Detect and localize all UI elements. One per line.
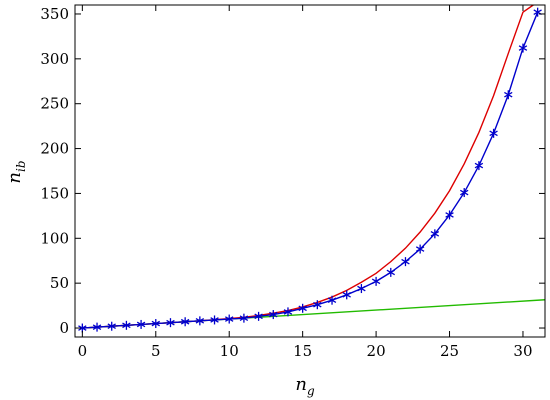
- series-0-point-22: [401, 257, 410, 267]
- series-0-point-2: [107, 321, 116, 331]
- series-0-point-25-stroke: [445, 212, 454, 218]
- series-0-point-18: [342, 290, 351, 300]
- series-0-point-10-stroke: [224, 316, 234, 322]
- series-0-point-12-stroke: [254, 313, 263, 320]
- series-0-point-5-stroke: [151, 320, 161, 327]
- series-0-point-30-stroke: [518, 45, 528, 51]
- series-0-point-17: [327, 295, 337, 305]
- x-tick-label-1: 5: [151, 342, 161, 360]
- series-0-point-14: [283, 307, 293, 317]
- series-0-point-13: [269, 310, 278, 320]
- series-0-point-19: [357, 284, 366, 294]
- x-tick-label-5: 25: [440, 342, 459, 360]
- series-0-point-26-stroke: [459, 189, 469, 196]
- series-0-point-1: [92, 322, 102, 332]
- series-0-point-11: [239, 313, 249, 323]
- series-0-point-9-stroke: [210, 317, 219, 323]
- series-0-point-3-stroke: [122, 322, 131, 329]
- y-tick-label-6: 300: [40, 50, 69, 68]
- x-axis-label-sub: g: [307, 384, 315, 398]
- series-0-point-9: [210, 315, 219, 325]
- series-0-point-3: [122, 320, 131, 330]
- series-0-point-27-stroke: [474, 162, 484, 169]
- y-tick-label-1: 50: [50, 274, 69, 292]
- y-tick-label-0: 0: [59, 319, 69, 337]
- series-0-point-15-stroke: [298, 305, 307, 312]
- series-0-point-20-stroke: [371, 278, 381, 285]
- series-0-point-6: [166, 318, 175, 328]
- series-0-point-19-stroke: [357, 285, 366, 292]
- series-0-line: [82, 11, 539, 329]
- series-0-point-7-stroke: [180, 318, 190, 325]
- series-0-point-25: [445, 210, 454, 220]
- series-0-point-29-stroke: [504, 91, 513, 98]
- series-0-point-21: [386, 267, 396, 277]
- series-0-point-30: [518, 43, 528, 53]
- series-0-point-4: [136, 319, 146, 329]
- series-0-point-6-stroke: [166, 319, 175, 326]
- series-layer: [78, 5, 545, 333]
- y-tick-label-5: 250: [40, 95, 69, 113]
- series-0-point-22-stroke: [401, 258, 410, 265]
- series-0-point-28-stroke: [489, 130, 498, 137]
- series-0-point-20: [371, 276, 381, 286]
- x-tick-label-0: 0: [78, 342, 88, 360]
- series-0-point-16: [313, 300, 322, 310]
- x-tick-label-6: 30: [513, 342, 532, 360]
- series-0-point-0-stroke: [78, 325, 87, 331]
- series-0-point-26: [459, 188, 469, 198]
- series-clip-group: [78, 5, 545, 333]
- y-axis-label-sub: ib: [14, 160, 28, 172]
- series-0-point-11-stroke: [239, 315, 249, 321]
- y-axis-label: nib: [4, 160, 28, 183]
- x-tick-label-3: 15: [293, 342, 312, 360]
- x-axis-label-base: n: [295, 374, 307, 395]
- series-0-point-5: [151, 319, 161, 329]
- x-tick-label-2: 10: [220, 342, 239, 360]
- y-tick-label-7: 350: [40, 5, 69, 23]
- series-0-point-16-stroke: [313, 301, 322, 308]
- x-tick-label-4: 20: [367, 342, 386, 360]
- x-axis-label: ng: [295, 374, 315, 398]
- series-0-point-18-stroke: [342, 292, 351, 298]
- series-0-point-24: [430, 229, 440, 239]
- series-0-point-8: [195, 316, 205, 326]
- series-0-point-21-stroke: [386, 269, 396, 276]
- series-0-point-13-stroke: [269, 311, 278, 318]
- series-0-point-14-stroke: [283, 309, 293, 315]
- plot-frame: [74, 4, 546, 338]
- series-0-point-31: [533, 7, 542, 17]
- series-0-point-24-stroke: [430, 230, 440, 237]
- series-0-point-15: [298, 303, 307, 313]
- series-0-point-28: [489, 128, 498, 138]
- series-0-point-8-stroke: [195, 318, 205, 324]
- series-0-point-1-stroke: [92, 324, 102, 330]
- y-tick-label-2: 100: [40, 229, 69, 247]
- series-0-point-27: [474, 161, 484, 171]
- y-tick-label-4: 200: [40, 140, 69, 158]
- series-0-point-2-stroke: [107, 323, 116, 330]
- y-axis-label-base: n: [4, 172, 25, 184]
- series-0-point-29: [504, 90, 513, 100]
- series-1-line: [82, 5, 534, 329]
- series-0-point-4-stroke: [136, 321, 146, 328]
- series-0-point-12: [254, 311, 263, 321]
- series-0-point-7: [180, 317, 190, 327]
- series-0-point-23: [415, 244, 425, 254]
- series-0-point-23-stroke: [415, 246, 425, 252]
- series-0-point-10: [224, 314, 234, 324]
- y-tick-label-3: 150: [40, 184, 69, 202]
- series-0-point-17-stroke: [327, 297, 337, 304]
